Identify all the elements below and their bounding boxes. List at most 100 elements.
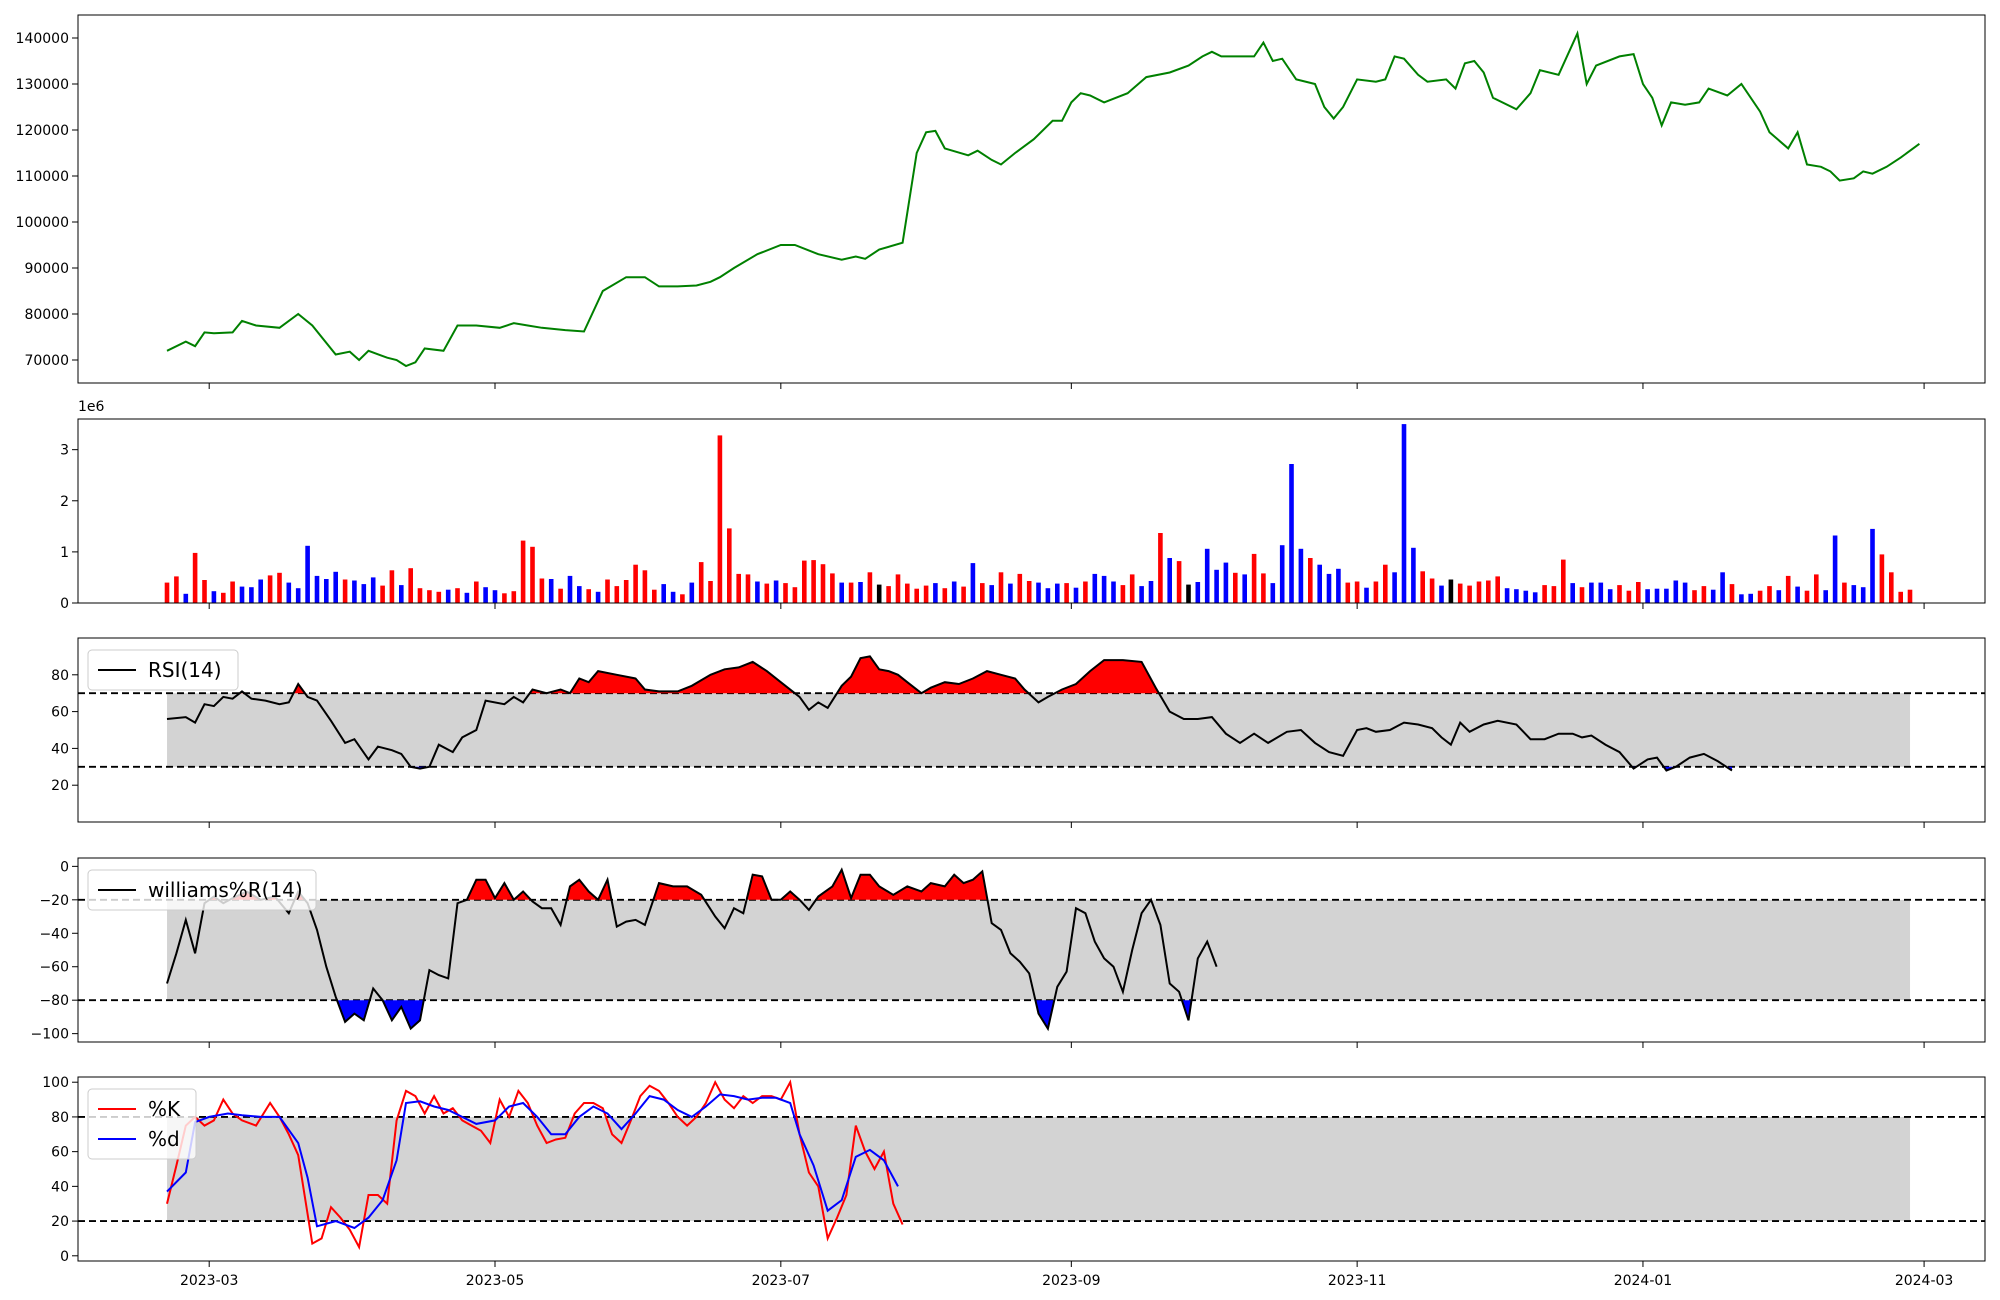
volume-bar <box>1055 583 1060 603</box>
volume-bar <box>202 580 207 603</box>
volume-bar <box>1495 576 1500 603</box>
volume-bar <box>1617 585 1622 603</box>
volume-bar <box>192 552 198 603</box>
volume-bar <box>708 581 713 603</box>
y-tick-label: −100 <box>31 1027 69 1043</box>
volume-bar <box>1532 592 1538 603</box>
volume-bar <box>1570 583 1575 603</box>
volume-bar <box>886 586 891 603</box>
volume-bar <box>427 590 432 603</box>
y-tick-label: −20 <box>39 893 69 909</box>
volume-bar <box>1523 590 1529 603</box>
volume-bar <box>1654 588 1660 603</box>
volume-bar <box>802 560 807 603</box>
volume-bar <box>670 591 676 603</box>
volume-bar <box>1804 590 1810 603</box>
volume-bar <box>1748 593 1753 603</box>
volume-bar <box>483 587 488 603</box>
volume-bar <box>661 584 666 603</box>
volume-bar <box>1073 587 1079 603</box>
volume-bar <box>399 585 404 603</box>
volume-bar <box>1261 573 1266 603</box>
volume-bar <box>1139 586 1144 603</box>
axes-frame <box>77 418 1986 604</box>
volume-bar <box>1561 559 1566 603</box>
volume-bar <box>1223 562 1229 603</box>
x-tick-label: 2023-11 <box>1328 1273 1387 1289</box>
oversold-fill <box>382 1000 424 1029</box>
rsi-line <box>166 655 1733 772</box>
legend-box <box>87 869 317 911</box>
volume-bar <box>905 583 910 603</box>
volume-bar <box>370 577 376 603</box>
volume-bar <box>736 573 741 603</box>
rsi-panel: 20 40 60 80 RSI(14) <box>51 637 1986 828</box>
axes-frame <box>77 637 1986 823</box>
volume-bar <box>1476 581 1482 603</box>
volume-bar <box>1664 588 1669 603</box>
williams-line <box>166 867 1218 1032</box>
volume-bar <box>342 579 348 603</box>
y-tick-label: 0 <box>60 1249 69 1265</box>
volume-bar <box>1579 587 1585 603</box>
overbought-fill <box>570 661 795 694</box>
volume-bar <box>1626 590 1632 603</box>
volume-bar <box>652 589 657 603</box>
volume-bar <box>989 585 994 603</box>
volume-bar <box>1186 584 1191 603</box>
volume-bar <box>1017 573 1023 603</box>
legend-label: RSI(14) <box>148 658 222 682</box>
volume-bar <box>1739 594 1744 603</box>
stochastic-line <box>166 1093 899 1230</box>
volume-bar <box>295 588 301 603</box>
volume-bar <box>1167 558 1172 603</box>
volume-bar <box>164 582 170 603</box>
x-tick-label: 2023-07 <box>752 1273 811 1289</box>
volume-bar <box>1176 561 1182 603</box>
volume-bar <box>1832 535 1838 603</box>
legend-label: %d <box>148 1127 180 1151</box>
band-fill <box>167 899 1911 1001</box>
legend-box <box>87 649 239 691</box>
volume-bar <box>1729 584 1735 603</box>
volume-bar <box>1064 583 1069 603</box>
y-tick-label: 60 <box>51 1145 69 1161</box>
volume-bar <box>1195 582 1201 603</box>
volume-bar <box>942 588 948 603</box>
volume-bar <box>1420 571 1425 603</box>
volume-bar <box>1101 575 1107 603</box>
volume-bar <box>1354 581 1360 603</box>
volume-bar <box>445 589 451 603</box>
axes-frame <box>77 14 1986 384</box>
volume-bar <box>1879 554 1885 603</box>
volume-bar <box>239 586 245 603</box>
volume-bar <box>633 564 638 603</box>
volume-bar <box>1701 586 1707 603</box>
volume-bar <box>249 587 254 603</box>
volume-panel: 0 1 2 3 1e6 <box>60 399 1986 612</box>
volume-bar <box>1036 582 1041 603</box>
volume-bar <box>1551 586 1557 603</box>
overbought-fill <box>653 883 705 900</box>
volume-bar <box>1870 528 1875 603</box>
overbought-fill <box>837 656 922 694</box>
volume-bar <box>923 585 929 603</box>
volume-bar <box>511 591 517 603</box>
volume-bar <box>773 580 779 603</box>
price-line <box>166 30 1920 368</box>
volume-bar <box>389 570 395 603</box>
volume-bar <box>1429 578 1435 603</box>
volume-bar <box>858 582 863 603</box>
volume-bar <box>1757 590 1763 603</box>
volume-bar <box>1636 582 1641 603</box>
volume-bar <box>980 583 985 603</box>
volume-bar <box>567 575 573 603</box>
volume-bar <box>436 591 442 603</box>
volume-bar <box>1008 583 1013 603</box>
legend-label: williams%R(14) <box>148 878 303 902</box>
x-tick-label: 2023-09 <box>1042 1273 1101 1289</box>
volume-bar <box>755 581 760 603</box>
y-tick-label: 90000 <box>24 261 69 277</box>
y-tick-label: 100 <box>42 1075 69 1091</box>
volume-bar <box>1308 558 1313 603</box>
